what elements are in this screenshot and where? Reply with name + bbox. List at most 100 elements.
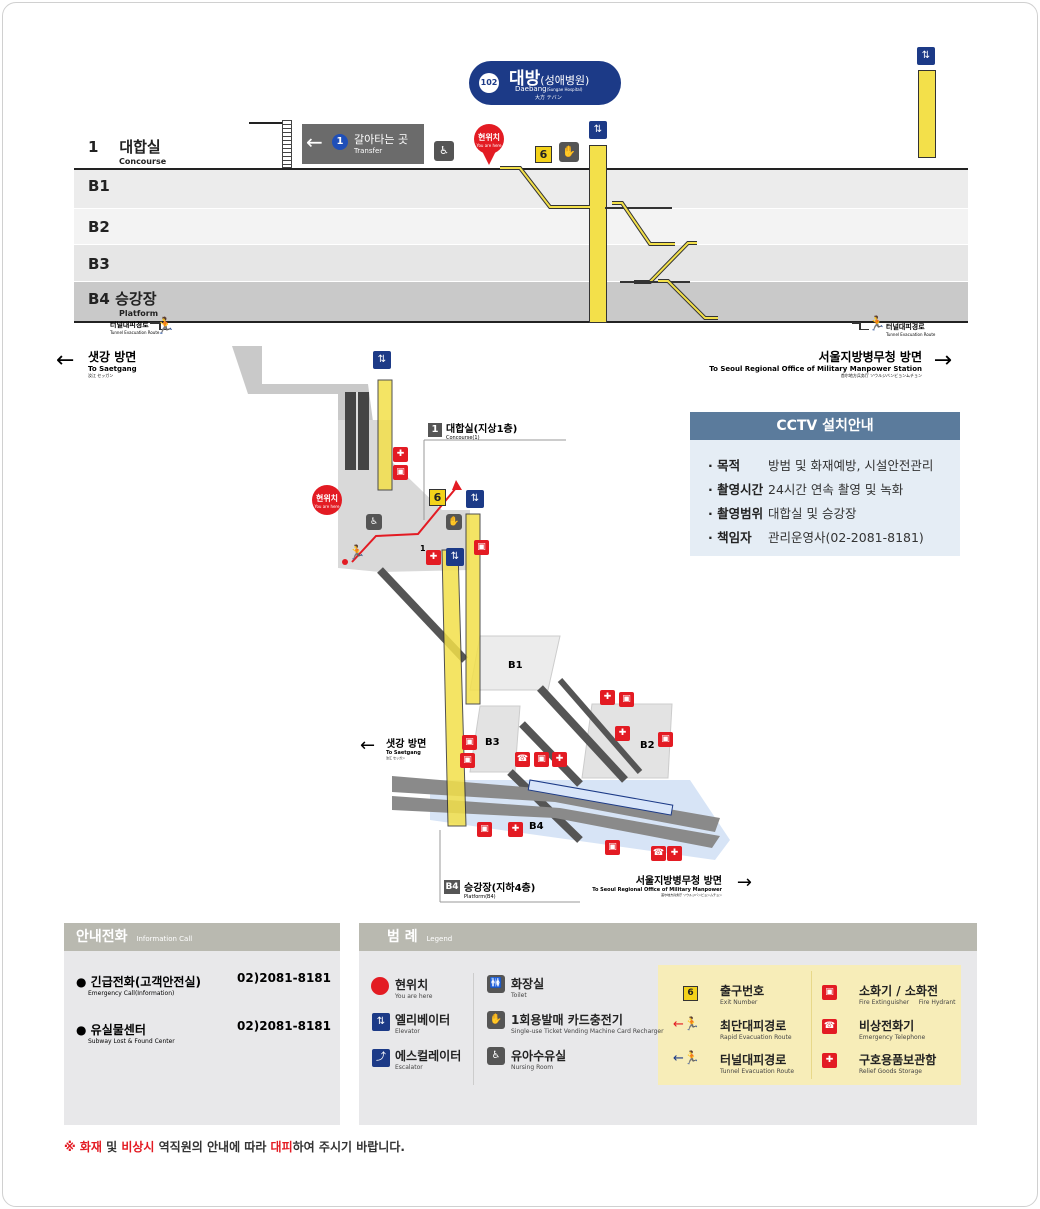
exit-number-badge: 6 <box>535 146 552 163</box>
tunnel-route-left-label: 터널대피경로 <box>110 321 149 329</box>
iso-phone-icon-1: ☎ <box>515 752 530 767</box>
iso-floor-one-label: 1 <box>420 544 426 553</box>
iso-fire-icon-1: ▣ <box>393 465 408 480</box>
legend-header: 범 례 Legend <box>359 923 977 951</box>
iso-relief-icon-4: ✚ <box>615 726 630 741</box>
platform-left-notch <box>74 323 194 343</box>
band-b1 <box>74 170 968 208</box>
esc-b1-b2a <box>537 685 628 783</box>
legend-fire-extinguisher-label: 소화기 / 소화전 <box>859 984 938 998</box>
cctv-row-range-label: · 촬영범위 <box>708 506 764 521</box>
cctv-row-purpose-value: 방범 및 화재예방, 시설안전관리 <box>768 458 934 473</box>
iso-b1-label: B1 <box>508 660 523 671</box>
iso-elevator-icon-3: ⇅ <box>446 548 464 566</box>
tunnel-stair-left <box>150 322 169 330</box>
concourse-label: 대합실 <box>119 138 161 156</box>
legend-emergency-phone-en: Emergency Telephone <box>859 1034 926 1041</box>
iso-relief-icon-7: ✚ <box>667 846 682 861</box>
cctv-row-time-label: · 촬영시간 <box>708 482 764 497</box>
legend-fire-hydrant-en: Fire Hydrant <box>918 999 956 1006</box>
station-badge: 102 대방(성애병원) Daebang(Sungae Hospital) 大方… <box>469 61 621 105</box>
you-are-here-label-en: You are here <box>476 143 502 148</box>
direction-left-label-jp: 汝江 セッガン <box>88 373 114 378</box>
notice-word-and: 및 <box>101 1140 122 1154</box>
info-call-lost-found-label-en: Subway Lost & Found Center <box>88 1038 175 1045</box>
cctv-row-time-value: 24시간 연속 촬영 및 녹화 <box>768 482 904 497</box>
arrow-right-icon: → <box>933 348 952 373</box>
info-call-emergency-phone[interactable]: 02)2081-8181 <box>237 971 331 985</box>
evacuation-start <box>342 559 348 565</box>
legend-exit-number-icon: 6 <box>683 986 698 1001</box>
info-call-lost-found-phone[interactable]: 02)2081-8181 <box>237 1019 331 1033</box>
iso-you-are-here: 현위치 You are here <box>312 485 342 515</box>
concourse-label-en: Concourse <box>119 157 167 166</box>
notice-word-guide: 역직원의 안내에 따라 <box>154 1140 271 1154</box>
concourse-main-floor <box>338 420 470 572</box>
escalator-b3-b4-fill <box>658 280 718 319</box>
nursing-room-icon: ♿ <box>434 141 454 161</box>
level-b1: B1 <box>88 177 110 195</box>
platform-right-notch <box>852 323 968 343</box>
iso-relief-icon-6: ✚ <box>508 822 523 837</box>
arrow-right-icon: → <box>736 872 752 893</box>
escalator-concourse-b1-fill <box>500 167 590 208</box>
legend-elevator-label: 엘리베이터 <box>395 1013 451 1027</box>
arrow-left-icon: ← <box>56 348 75 373</box>
legend-escalator-icon: ⤴ <box>372 1049 390 1067</box>
iso-platform-badge: B4 <box>444 880 460 894</box>
legend-nursing-room-en: Nursing Room <box>511 1064 554 1071</box>
info-call-emergency-label-en: Emergency Call(Information) <box>88 990 175 997</box>
band-b2 <box>74 209 968 244</box>
direction-right-label: 서울지방병무청 방면 <box>818 350 922 364</box>
iso-left-dir-label: 샛강 방면 <box>386 739 427 750</box>
cctv-row-manager-value: 관리운영사(02-2081-8181) <box>768 530 924 545</box>
iso-relief-icon-5: ✚ <box>552 752 567 767</box>
evacuation-arrowhead <box>452 480 462 490</box>
escalator-b1-b2-fill <box>612 202 675 245</box>
cctv-row-purpose-label: · 목적 <box>708 458 741 473</box>
info-call-header: 안내전화 Information Call <box>64 923 340 951</box>
iso-running-person-icon: 🏃 <box>348 545 366 561</box>
iso-you-are-here-label-en: You are here <box>314 504 340 509</box>
esc-b3-b4 <box>519 721 583 787</box>
iso-platform-title: 승강장(지하4층) <box>464 883 536 894</box>
transfer-box[interactable]: ← 1 갈아타는 곳 Transfer <box>302 124 424 164</box>
iso-right-dir-jp: 首尔地方兵务厅 ソウルジバンビョンムチョン <box>661 893 722 897</box>
elevator-shaft-iso-3 <box>465 513 481 705</box>
iso-relief-icon-2: ✚ <box>426 550 441 565</box>
track-right <box>392 796 720 848</box>
legend-toilet-label: 화장실 <box>511 977 545 991</box>
info-call-body: ● 긴급전화(고객안전실) 02)2081-8181 Emergency Cal… <box>64 951 340 1125</box>
iso-platform-en: Platform(B4) <box>464 894 496 900</box>
legend-exit-number-label: 출구번호 <box>720 984 765 998</box>
station-name-en: Daebang <box>515 85 547 93</box>
esc-b4 <box>507 769 583 843</box>
tunnel-route-left-label-en: Tunnel Evacuation Route <box>110 330 160 335</box>
iso-fire-icon-6: ▣ <box>460 753 475 768</box>
legend-tunnel-evacuation-label: 터널대피경로 <box>720 1053 787 1067</box>
iso-fire-icon-2: ▣ <box>474 540 489 555</box>
platform-label: B4 승강장 <box>88 290 157 308</box>
transfer-label: 갈아타는 곳 <box>354 133 409 146</box>
iso-nursing-room-icon: ♿ <box>366 514 382 530</box>
line-number-badge: 102 <box>479 73 499 93</box>
card-recharger-icon: ✋ <box>559 142 579 162</box>
info-call-title-en: Information Call <box>136 935 193 943</box>
escalator-b2-b3 <box>634 241 697 284</box>
info-call-title: 안내전화 <box>76 929 128 945</box>
iso-left-dir-jp: 汝江 セッガン <box>386 756 405 760</box>
legend-emergency-phone-label: 비상전화기 <box>859 1019 915 1033</box>
platform-label-en: Platform <box>119 309 159 318</box>
level-b3: B3 <box>88 255 110 273</box>
notice: ※ 화재 및 비상시 역직원의 안내에 따라 대피하여 주시기 바랍니다. <box>64 1138 405 1155</box>
legend-body: 현위치 You are here ⇅ 엘리베이터 Elevator ⤴ 에스컬레이터… <box>359 951 977 1125</box>
legend-fire-extinguisher-icon: ▣ <box>822 985 837 1000</box>
legend-toilet-icon: 🚻 <box>487 975 505 993</box>
elevator-shaft-top-right <box>918 70 936 158</box>
escalator-b3-b4 <box>658 279 718 320</box>
iso-phone-icon-2: ☎ <box>651 846 666 861</box>
isometric-map <box>232 346 730 903</box>
escalator-b1-b2 <box>612 201 675 246</box>
iso-concourse-badge: 1 <box>428 423 442 437</box>
